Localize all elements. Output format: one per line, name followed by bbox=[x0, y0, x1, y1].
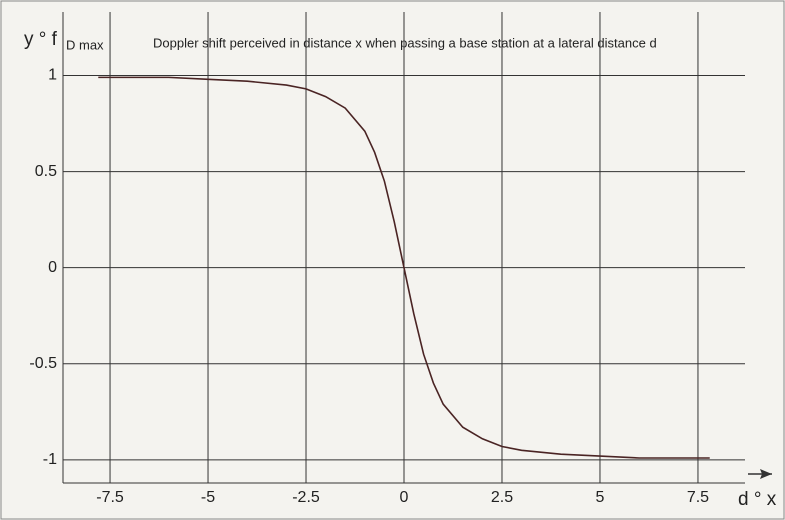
y-tick-label: -0.5 bbox=[29, 355, 57, 372]
chart-title: Doppler shift perceived in distance x wh… bbox=[153, 35, 657, 50]
line-series bbox=[98, 76, 710, 459]
y-tick-label: 0 bbox=[48, 259, 57, 276]
x-tick-label: -7.5 bbox=[96, 489, 124, 506]
x-tick-label: 7.5 bbox=[687, 489, 709, 506]
y-tick-label: 1 bbox=[48, 67, 57, 84]
y-axis-label-sub: D max bbox=[66, 37, 104, 52]
x-arrow-head bbox=[760, 469, 772, 479]
x-tick-label: -5 bbox=[201, 489, 215, 506]
y-tick-label: -1 bbox=[43, 451, 57, 468]
x-tick-label: 0 bbox=[400, 489, 409, 506]
y-axis-label: y ° f bbox=[24, 29, 58, 50]
x-tick-label: -2.5 bbox=[292, 489, 320, 506]
x-tick-label: 2.5 bbox=[491, 489, 513, 506]
x-tick-label: 5 bbox=[596, 489, 605, 506]
x-axis-label: d ° x bbox=[738, 489, 777, 510]
y-tick-label: 0.5 bbox=[35, 163, 57, 180]
